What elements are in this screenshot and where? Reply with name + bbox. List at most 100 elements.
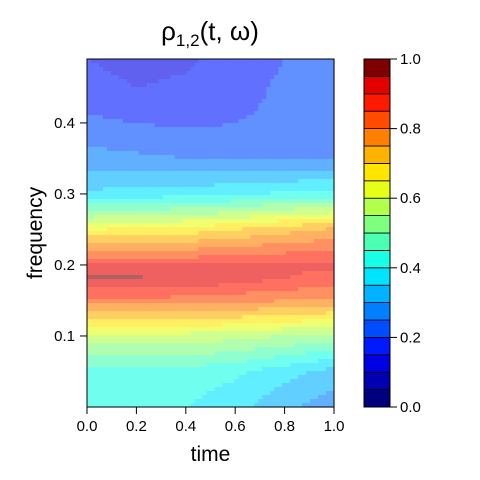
contour-cell [94,263,100,268]
contour-cell [310,95,315,100]
contour-cell [250,127,255,132]
contour-cell [262,87,267,92]
contour-cell [182,139,188,144]
contour-cell [230,175,235,180]
contour-cell [294,59,299,64]
contour-cell [210,75,216,80]
contour-cell [234,171,239,176]
contour-cell [190,379,196,384]
contour-cell [87,143,92,148]
contour-cell [254,219,259,224]
contour-cell [94,199,100,204]
contour-cell [87,347,92,352]
contour-cell [142,395,148,400]
contour-cell [238,139,243,144]
contour-cell [134,227,140,232]
contour-cell [190,259,196,264]
contour-cell [298,275,303,280]
contour-cell [202,75,208,80]
contour-cell [278,327,283,332]
contour-cell [250,99,255,104]
contour-cell [162,83,168,88]
contour-cell [306,119,311,124]
contour-cell [130,259,136,264]
contour-cell [138,119,144,124]
contour-cell [134,259,140,264]
contour-cell [146,123,152,128]
contour-cell [258,311,263,316]
contour-cell [162,195,168,200]
contour-cell [162,215,168,220]
contour-cell [134,363,140,368]
contour-cell [246,167,251,172]
contour-cell [150,387,156,392]
contour-cell [306,343,311,348]
contour-cell [90,279,96,284]
contour-cell [254,255,259,260]
contour-cell [310,87,315,92]
contour-cell [270,367,275,372]
contour-cell [230,111,235,116]
contour-cell [258,71,263,76]
contour-cell [250,267,255,272]
contour-cell [118,399,124,404]
contour-cell [234,371,239,376]
contour-cell [102,243,108,248]
contour-cell [142,239,148,244]
contour-cell [90,99,96,104]
contour-cell [242,111,247,116]
contour-cell [246,103,251,108]
contour-cell [198,351,204,356]
contour-cell [102,271,108,276]
contour-cell [122,203,128,208]
contour-cell [246,191,251,196]
contour-cell [246,71,251,76]
contour-cell [182,59,188,64]
contour-cell [142,319,148,324]
contour-cell [310,275,315,280]
contour-cell [166,359,172,364]
contour-cell [182,135,188,140]
contour-cell [166,87,172,92]
contour-cell [158,379,164,384]
contour-cell [222,127,228,132]
contour-cell [174,135,180,140]
contour-cell [98,199,104,204]
contour-cell [258,215,263,220]
contour-cell [274,135,279,140]
contour-cell [298,243,303,248]
contour-cell [314,155,319,160]
contour-cell [246,91,251,96]
contour-cell [218,107,224,112]
contour-cell [274,163,279,168]
contour-cell [178,335,184,340]
contour-cell [146,187,152,192]
contour-cell [90,247,96,252]
contour-cell [118,187,124,192]
contour-cell [246,139,251,144]
contour-cell [198,303,204,308]
contour-cell [166,203,172,208]
contour-cell [226,71,232,76]
contour-cell [158,83,164,88]
contour-cell [254,187,259,192]
contour-cell [270,179,275,184]
contour-cell [134,215,140,220]
contour-cell [234,223,239,228]
contour-cell [98,207,104,212]
contour-cell [242,327,247,332]
contour-cell [150,339,156,344]
contour-cell [98,203,104,208]
contour-cell [290,387,295,392]
contour-cell [158,123,164,128]
contour-cell [310,111,315,116]
contour-cell [230,91,235,96]
contour-cell [294,331,299,336]
contour-cell [302,67,307,72]
contour-cell [90,183,96,188]
contour-cell [238,343,243,348]
contour-cell [290,271,295,276]
contour-cell [170,203,176,208]
contour-cell [226,315,232,320]
contour-cell [158,367,164,372]
